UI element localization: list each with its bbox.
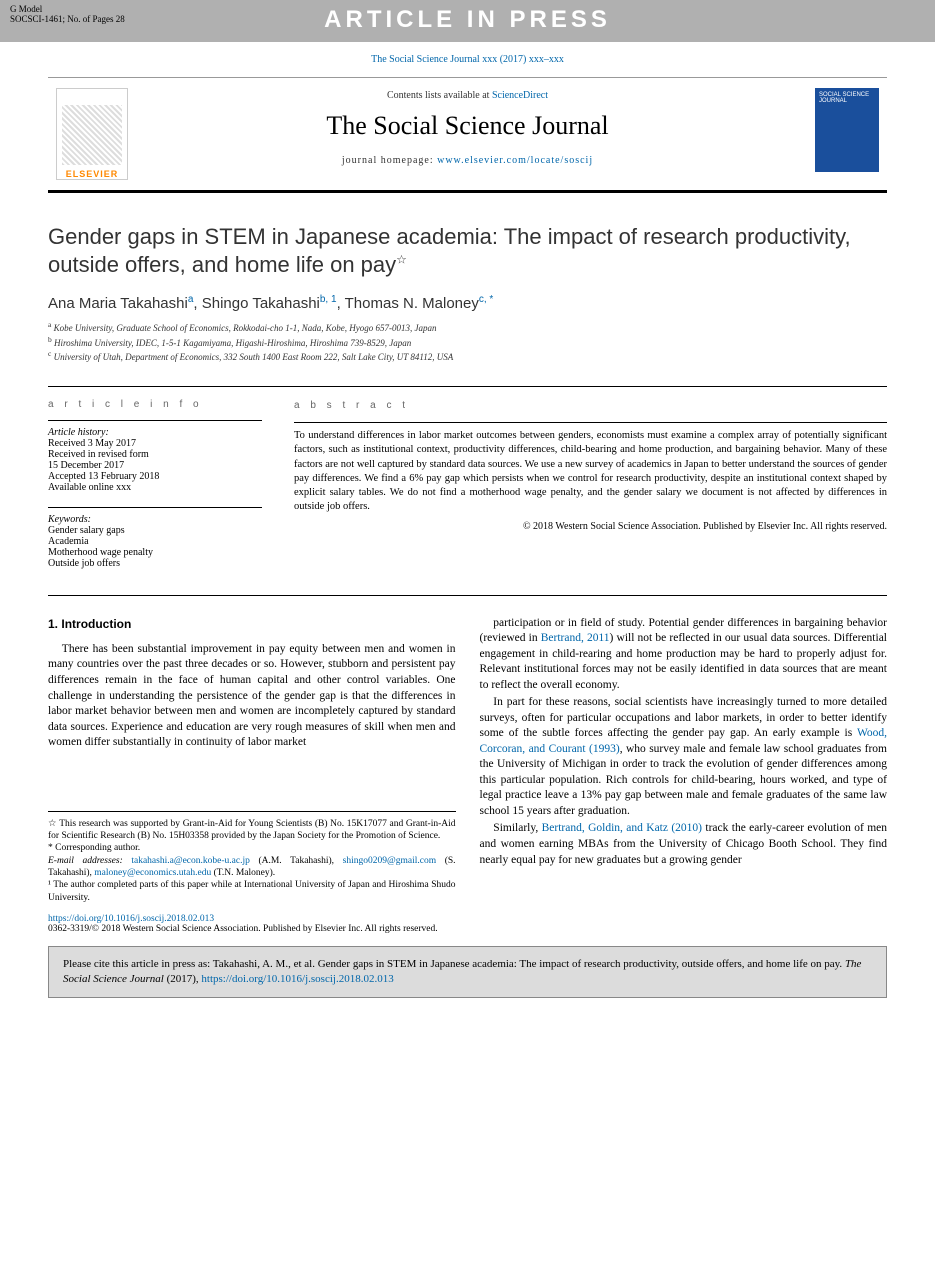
- title-text: Gender gaps in STEM in Japanese academia…: [48, 224, 851, 277]
- sciencedirect-link[interactable]: ScienceDirect: [492, 90, 548, 101]
- article-title: Gender gaps in STEM in Japanese academia…: [48, 223, 887, 278]
- body-p2: participation or in field of study. Pote…: [480, 616, 888, 694]
- footnote-1: ¹ The author completed parts of this pap…: [48, 879, 456, 904]
- kw-2: Motherhood wage penalty: [48, 547, 262, 558]
- author-3-sup: c, *: [479, 294, 493, 305]
- elsevier-text: ELSEVIER: [66, 169, 119, 179]
- affil-c: c University of Utah, Department of Econ…: [48, 349, 887, 364]
- cite-doi-link[interactable]: https://doi.org/10.1016/j.soscij.2018.02…: [201, 973, 393, 985]
- abstract-copyright: © 2018 Western Social Science Associatio…: [294, 520, 887, 534]
- contents-line: Contents lists available at ScienceDirec…: [56, 90, 879, 101]
- info-abstract-row: a r t i c l e i n f o Article history: R…: [48, 386, 887, 596]
- footnote-corr: * Corresponding author.: [48, 842, 456, 854]
- author-1-sup: a: [188, 294, 194, 305]
- cite-year: (2017),: [164, 973, 202, 985]
- article-content: Gender gaps in STEM in Japanese academia…: [48, 223, 887, 904]
- abstract-heading: a b s t r a c t: [294, 399, 887, 413]
- cover-text: SOCIAL SCIENCE JOURNAL: [819, 92, 869, 104]
- article-history: Article history: Received 3 May 2017 Rec…: [48, 420, 262, 493]
- cite-bertrand-2011[interactable]: Bertrand, 2011: [541, 632, 610, 644]
- homepage-prefix: journal homepage:: [342, 155, 437, 166]
- elsevier-logo: ELSEVIER: [56, 88, 128, 180]
- history-4: Available online xxx: [48, 482, 262, 493]
- history-2: 15 December 2017: [48, 460, 262, 471]
- kw-0: Gender salary gaps: [48, 525, 262, 536]
- keywords-block: Keywords: Gender salary gaps Academia Mo…: [48, 507, 262, 569]
- doi-link[interactable]: https://doi.org/10.1016/j.soscij.2018.02…: [48, 914, 214, 924]
- affil-a: a Kobe University, Graduate School of Ec…: [48, 320, 887, 335]
- email-1[interactable]: takahashi.a@econ.kobe-u.ac.jp: [131, 856, 249, 866]
- title-footnote-star: ☆: [396, 252, 407, 266]
- history-label: Article history:: [48, 427, 262, 438]
- email-2[interactable]: shingo0209@gmail.com: [343, 856, 436, 866]
- citation-box: Please cite this article in press as: Ta…: [48, 946, 887, 998]
- author-1: Ana Maria Takahashi: [48, 295, 188, 312]
- author-3: Thomas N. Maloney: [345, 295, 479, 312]
- affiliations: a Kobe University, Graduate School of Ec…: [48, 320, 887, 364]
- homepage-link[interactable]: www.elsevier.com/locate/soscij: [437, 155, 593, 166]
- homepage-line: journal homepage: www.elsevier.com/locat…: [56, 155, 879, 166]
- body-columns: 1. Introduction There has been substanti…: [48, 616, 887, 904]
- cite-bertrand-2010[interactable]: Bertrand, Goldin, and Katz (2010): [542, 822, 702, 834]
- section-1-heading: 1. Introduction: [48, 616, 456, 632]
- email-3[interactable]: maloney@economics.utah.edu: [94, 868, 211, 878]
- footnote-emails: E-mail addresses: takahashi.a@econ.kobe-…: [48, 855, 456, 880]
- history-3: Accepted 13 February 2018: [48, 471, 262, 482]
- journal-ref-link[interactable]: The Social Science Journal xxx (2017) xx…: [371, 54, 564, 65]
- article-in-press-banner: ARTICLE IN PRESS: [324, 6, 611, 34]
- kw-1: Academia: [48, 536, 262, 547]
- info-heading: a r t i c l e i n f o: [48, 399, 262, 410]
- body-p1: There has been substantial improvement i…: [48, 642, 456, 751]
- elsevier-tree-icon: [62, 105, 122, 165]
- email-label: E-mail addresses:: [48, 856, 123, 866]
- body-p4: Similarly, Bertrand, Goldin, and Katz (2…: [480, 821, 888, 868]
- author-2: Shingo Takahashi: [202, 295, 320, 312]
- authors-line: Ana Maria Takahashia, Shingo Takahashib,…: [48, 294, 887, 312]
- author-2-sup: b, 1: [320, 294, 337, 305]
- article-info-column: a r t i c l e i n f o Article history: R…: [48, 387, 278, 595]
- journal-name: The Social Science Journal: [56, 111, 879, 141]
- masthead: ELSEVIER SOCIAL SCIENCE JOURNAL Contents…: [48, 77, 887, 193]
- issn-copyright: 0362-3319/© 2018 Western Social Science …: [48, 924, 887, 934]
- history-0: Received 3 May 2017: [48, 438, 262, 449]
- abstract-column: a b s t r a c t To understand difference…: [278, 387, 887, 595]
- footnotes-block: ☆ This research was supported by Grant-i…: [48, 811, 456, 904]
- doi-block: https://doi.org/10.1016/j.soscij.2018.02…: [48, 914, 887, 934]
- affil-b: b Hiroshima University, IDEC, 1-5-1 Kaga…: [48, 335, 887, 350]
- footnote-star: ☆ This research was supported by Grant-i…: [48, 818, 456, 843]
- contents-prefix: Contents lists available at: [387, 90, 492, 101]
- abstract-text: To understand differences in labor marke…: [294, 422, 887, 514]
- journal-cover-thumbnail: SOCIAL SCIENCE JOURNAL: [815, 88, 879, 172]
- journal-reference: The Social Science Journal xxx (2017) xx…: [0, 54, 935, 65]
- keywords-label: Keywords:: [48, 514, 262, 525]
- body-p3: In part for these reasons, social scient…: [480, 695, 888, 819]
- header-bar: G Model SOCSCI-1461; No. of Pages 28 ART…: [0, 0, 935, 42]
- history-1: Received in revised form: [48, 449, 262, 460]
- cite-prefix: Please cite this article in press as: Ta…: [63, 958, 845, 970]
- kw-3: Outside job offers: [48, 558, 262, 569]
